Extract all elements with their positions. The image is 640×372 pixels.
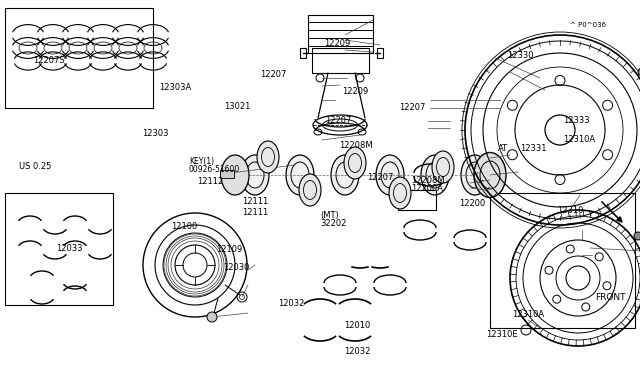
Text: 12331: 12331 [520,144,546,153]
Ellipse shape [421,155,449,195]
Text: 12207: 12207 [367,173,394,182]
Text: US 0.25: US 0.25 [19,162,52,171]
Text: 12109: 12109 [216,245,242,254]
Text: KEY(1): KEY(1) [189,157,214,166]
Ellipse shape [286,155,314,195]
Text: 12310A: 12310A [563,135,595,144]
Ellipse shape [376,155,404,195]
Text: 12032: 12032 [278,299,305,308]
Bar [312,48,369,73]
Bar [308,15,373,53]
Text: (MT): (MT) [320,211,339,219]
Text: 12207: 12207 [260,70,286,79]
Text: 12207: 12207 [325,116,351,125]
Text: 12111: 12111 [242,208,268,217]
Text: 12200A: 12200A [412,185,444,193]
Text: 12209: 12209 [342,87,368,96]
Text: 12310E: 12310E [486,330,518,339]
Text: 12207: 12207 [399,103,426,112]
Text: 12112: 12112 [197,177,223,186]
Text: AT: AT [498,144,508,153]
Text: 12208M: 12208M [412,176,445,185]
Ellipse shape [257,141,279,173]
Text: 12200: 12200 [460,199,486,208]
Text: 12010: 12010 [344,321,371,330]
Bar [398,190,436,210]
Text: 12303A: 12303A [159,83,191,92]
Ellipse shape [432,151,454,183]
Circle shape [207,312,217,322]
Bar [490,193,635,328]
Ellipse shape [474,153,506,198]
Text: 13021: 13021 [224,102,250,110]
Text: 12033: 12033 [56,244,83,253]
Text: 12100: 12100 [172,222,198,231]
Text: 12030: 12030 [223,263,249,272]
Text: 12209: 12209 [324,39,350,48]
Text: 12207S: 12207S [33,56,65,65]
Text: ^ P0^036: ^ P0^036 [570,22,605,28]
Text: 12330: 12330 [507,51,533,60]
Ellipse shape [331,155,359,195]
Text: 32202: 32202 [320,219,346,228]
Bar [5,8,153,108]
Ellipse shape [344,147,366,179]
Bar [377,48,383,58]
Bar [5,193,113,305]
Bar [220,170,234,178]
Ellipse shape [461,155,489,195]
Ellipse shape [299,174,321,206]
Text: 12032: 12032 [344,347,371,356]
Text: 12310: 12310 [557,206,583,215]
Text: 12111: 12111 [242,198,268,206]
Text: 12303: 12303 [142,129,168,138]
Bar [300,48,306,58]
Ellipse shape [221,155,249,195]
Text: 12208M: 12208M [339,141,373,150]
Text: 12333: 12333 [563,116,590,125]
Circle shape [638,68,640,76]
Text: FRONT: FRONT [595,293,626,302]
Text: 12310A: 12310A [512,310,544,319]
Ellipse shape [389,177,411,209]
Text: 00926-51600: 00926-51600 [189,165,240,174]
Circle shape [634,232,640,240]
Ellipse shape [241,155,269,195]
